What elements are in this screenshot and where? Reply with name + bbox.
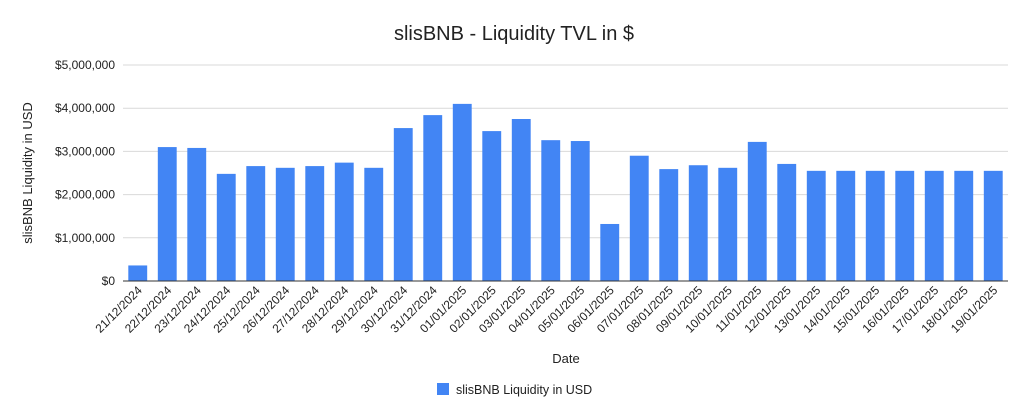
x-axis-title: Date	[552, 351, 579, 366]
bar	[629, 155, 649, 281]
bar	[246, 166, 266, 281]
bar	[275, 167, 295, 281]
bars	[128, 103, 1003, 281]
bar	[541, 140, 561, 281]
x-axis-ticks: 21/12/202422/12/202423/12/202424/12/2024…	[93, 283, 1001, 336]
chart-title: slisBNB - Liquidity TVL in $	[394, 23, 634, 45]
y-tick-label: $3,000,000	[55, 144, 115, 158]
bar	[128, 265, 148, 281]
bar	[423, 115, 443, 281]
y-tick-label: $0	[102, 274, 116, 288]
y-axis-ticks: $0 $1,000,000 $2,000,000 $3,000,000 $4,000,0…	[55, 58, 115, 288]
bar	[777, 163, 797, 281]
legend-swatch	[437, 383, 449, 395]
legend: slisBNB Liquidity in USD	[437, 383, 592, 397]
bar	[954, 170, 974, 281]
y-tick-label: $2,000,000	[55, 188, 115, 202]
bar	[393, 128, 413, 281]
y-tick-label: $5,000,000	[55, 58, 115, 72]
bar	[718, 167, 738, 281]
legend-label: slisBNB Liquidity in USD	[456, 383, 592, 397]
bar	[747, 141, 767, 281]
bar	[452, 103, 472, 281]
gridlines	[123, 64, 1008, 239]
bar	[570, 141, 590, 281]
bar	[924, 170, 944, 281]
bar	[364, 167, 384, 281]
bar	[334, 162, 354, 281]
y-axis-title: slisBNB Liquidity in USD	[20, 102, 35, 244]
bar	[895, 170, 915, 281]
bar	[865, 170, 885, 281]
bar	[482, 131, 502, 281]
bar	[216, 173, 236, 281]
y-tick-label: $1,000,000	[55, 231, 115, 245]
y-tick-label: $4,000,000	[55, 101, 115, 115]
bar	[305, 166, 325, 281]
bar	[511, 119, 531, 281]
bar	[688, 165, 708, 281]
bar	[659, 169, 679, 281]
bar	[836, 170, 856, 281]
bar	[983, 170, 1003, 281]
bar	[806, 170, 826, 281]
bar	[157, 147, 177, 281]
bar	[600, 223, 620, 281]
bar	[187, 147, 207, 281]
